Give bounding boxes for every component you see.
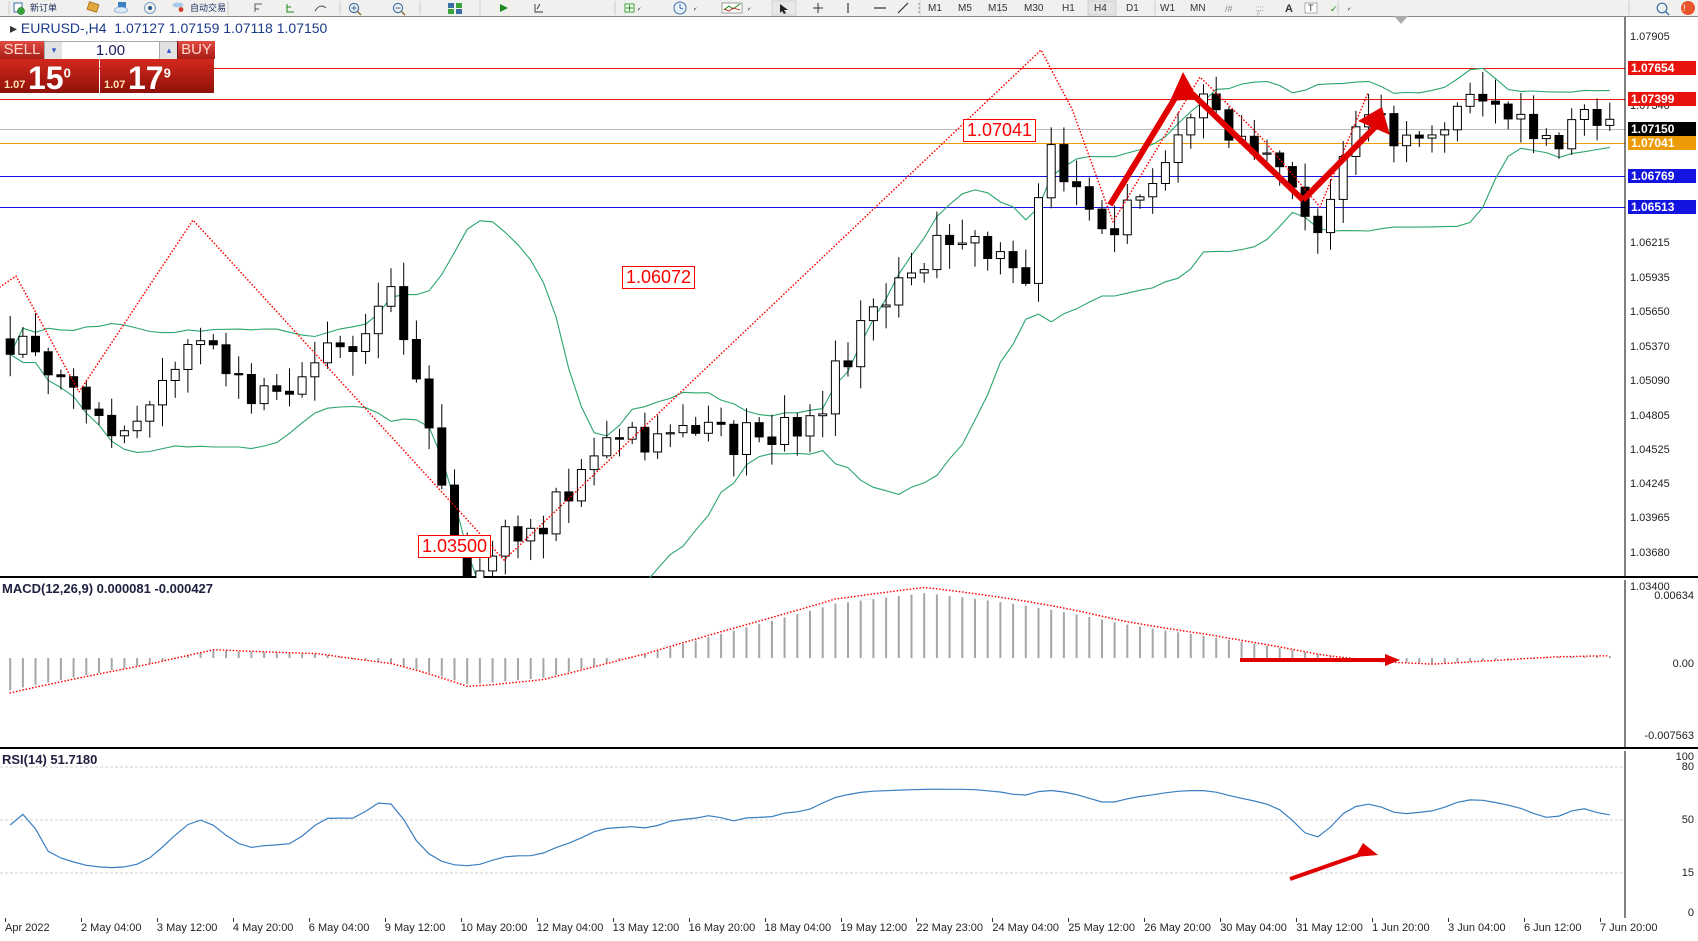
svg-text:H1: H1 <box>1062 3 1075 14</box>
svg-text:M5: M5 <box>958 3 972 14</box>
svg-text:MN: MN <box>1190 3 1206 14</box>
svg-text:!: ! <box>1683 3 1686 13</box>
svg-text:F: F <box>1257 12 1261 16</box>
svg-text:✓: ✓ <box>1330 4 1338 14</box>
svg-text:D1: D1 <box>1126 3 1139 14</box>
svg-text:A: A <box>1285 3 1293 15</box>
svg-text:W1: W1 <box>1160 3 1175 14</box>
svg-text:H4: H4 <box>1094 3 1107 14</box>
svg-text:T: T <box>1308 3 1314 13</box>
svg-text:M30: M30 <box>1024 3 1044 14</box>
svg-text:M1: M1 <box>928 3 942 14</box>
svg-text:自动交易: 自动交易 <box>190 2 226 13</box>
svg-text:M15: M15 <box>988 3 1008 14</box>
svg-text:/#: /# <box>1225 4 1233 14</box>
svg-text:新订单: 新订单 <box>30 2 57 13</box>
